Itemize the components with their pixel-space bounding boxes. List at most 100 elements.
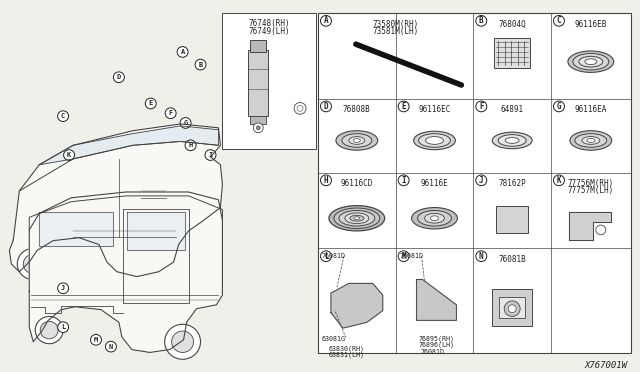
Circle shape	[596, 225, 605, 235]
Text: 96116EB: 96116EB	[575, 20, 607, 29]
Ellipse shape	[579, 56, 603, 67]
Ellipse shape	[575, 134, 607, 147]
Text: D: D	[116, 74, 121, 80]
Ellipse shape	[505, 138, 519, 143]
Circle shape	[105, 248, 141, 283]
Polygon shape	[10, 124, 223, 277]
Circle shape	[58, 111, 68, 122]
Text: L: L	[61, 324, 65, 330]
Ellipse shape	[426, 137, 444, 144]
Polygon shape	[569, 212, 611, 240]
Text: B: B	[479, 16, 484, 25]
Circle shape	[165, 108, 176, 119]
Text: D: D	[324, 102, 328, 111]
Circle shape	[145, 98, 156, 109]
Circle shape	[476, 251, 487, 262]
Circle shape	[256, 126, 260, 130]
Circle shape	[321, 16, 332, 26]
Text: L: L	[324, 252, 328, 261]
Circle shape	[172, 331, 193, 352]
Text: 76749(LH): 76749(LH)	[248, 27, 290, 36]
Polygon shape	[331, 283, 383, 328]
Ellipse shape	[412, 208, 458, 229]
Text: C: C	[557, 16, 561, 25]
Text: N: N	[479, 252, 484, 261]
Ellipse shape	[417, 211, 451, 226]
Text: 73581M(LH): 73581M(LH)	[372, 27, 419, 36]
Text: H: H	[324, 176, 328, 185]
Bar	[318, 13, 630, 353]
Circle shape	[23, 254, 44, 274]
Circle shape	[112, 255, 134, 277]
Circle shape	[58, 322, 68, 333]
Bar	[250, 40, 266, 52]
Text: M: M	[401, 252, 406, 261]
Bar	[499, 297, 525, 318]
Text: 76896(LH): 76896(LH)	[419, 342, 454, 348]
Ellipse shape	[345, 213, 369, 224]
Text: C: C	[61, 113, 65, 119]
Text: 63081G: 63081G	[322, 336, 346, 342]
Ellipse shape	[568, 51, 614, 73]
Polygon shape	[417, 279, 456, 320]
Ellipse shape	[419, 134, 451, 147]
Bar	[492, 289, 532, 326]
Circle shape	[321, 101, 332, 112]
Circle shape	[476, 16, 487, 26]
Text: H: H	[188, 142, 193, 148]
Text: X767001W: X767001W	[585, 361, 628, 370]
Text: 96116EA: 96116EA	[575, 105, 607, 115]
Ellipse shape	[334, 208, 380, 228]
Text: 63831(LH): 63831(LH)	[329, 352, 365, 358]
Ellipse shape	[431, 216, 438, 221]
Ellipse shape	[573, 54, 609, 70]
Ellipse shape	[350, 215, 364, 221]
Text: 76748(RH): 76748(RH)	[248, 19, 290, 28]
Text: 76895(RH): 76895(RH)	[419, 336, 454, 342]
Circle shape	[35, 317, 63, 344]
Circle shape	[177, 46, 188, 57]
Text: 76081D: 76081D	[420, 349, 445, 355]
Text: G: G	[184, 120, 188, 126]
Circle shape	[554, 16, 564, 26]
Text: 96116E: 96116E	[420, 179, 449, 188]
Text: G: G	[557, 102, 561, 111]
Circle shape	[106, 341, 116, 352]
Circle shape	[63, 150, 75, 160]
Circle shape	[398, 251, 409, 262]
Ellipse shape	[424, 214, 444, 223]
Bar	[223, 13, 316, 149]
Circle shape	[205, 150, 216, 160]
Bar	[496, 206, 528, 233]
Circle shape	[508, 305, 516, 312]
Ellipse shape	[570, 131, 612, 150]
Circle shape	[90, 334, 102, 345]
Text: F: F	[479, 102, 484, 111]
Bar	[494, 38, 530, 67]
Circle shape	[17, 248, 49, 279]
Text: 76081D: 76081D	[399, 253, 424, 259]
Text: A: A	[324, 16, 328, 25]
Text: K: K	[557, 176, 561, 185]
Ellipse shape	[329, 206, 385, 231]
Text: J: J	[479, 176, 484, 185]
Circle shape	[40, 321, 58, 339]
Polygon shape	[39, 212, 113, 247]
Circle shape	[398, 175, 409, 186]
Polygon shape	[39, 126, 218, 165]
Circle shape	[554, 175, 564, 186]
Text: J: J	[61, 285, 65, 291]
Ellipse shape	[354, 217, 360, 220]
Bar	[250, 116, 266, 124]
Circle shape	[297, 105, 303, 111]
Circle shape	[398, 101, 409, 112]
Circle shape	[504, 301, 520, 317]
Text: I: I	[401, 176, 406, 185]
Text: A: A	[180, 49, 185, 55]
Text: 77757M(LH): 77757M(LH)	[568, 186, 614, 195]
Ellipse shape	[585, 59, 596, 65]
Ellipse shape	[492, 132, 532, 149]
Text: 76081B: 76081B	[499, 255, 526, 264]
Text: 96116EC: 96116EC	[419, 105, 451, 115]
Circle shape	[321, 175, 332, 186]
